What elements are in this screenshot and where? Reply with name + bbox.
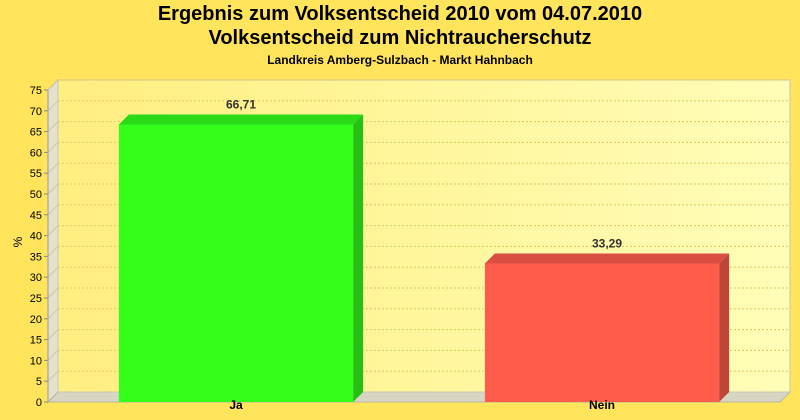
- y-axis-label: %: [11, 236, 25, 247]
- y-tick-label: 60: [30, 147, 42, 159]
- chart-title: Ergebnis zum Volksentscheid 2010 vom 04.…: [157, 3, 643, 25]
- bar-top-Nein: [484, 253, 730, 264]
- bar-value-label: 66,71: [226, 97, 256, 111]
- gridline-side: [47, 329, 59, 340]
- x-tick-label: Ja: [229, 398, 243, 412]
- y-tick-label: 35: [30, 251, 42, 263]
- gridline-side: [47, 350, 59, 361]
- y-tick-label: 75: [30, 85, 42, 97]
- y-tick-label: 45: [30, 210, 42, 222]
- gridline-side: [47, 100, 59, 112]
- gridline-side: [47, 121, 59, 132]
- gridline-side: [47, 246, 59, 257]
- gridline-side: [47, 225, 59, 236]
- y-tick-label: 10: [30, 355, 42, 367]
- y-tick-label: 25: [30, 293, 42, 305]
- bar-value-label: 33,29: [592, 237, 622, 251]
- y-tick-label: 15: [30, 335, 42, 347]
- y-tick-label: 40: [30, 231, 42, 243]
- gridline-side: [47, 142, 59, 153]
- bar-Ja: [118, 124, 354, 403]
- gridline-side: [47, 287, 59, 299]
- y-tick-label: 30: [30, 272, 42, 284]
- gridline-side: [47, 204, 59, 216]
- chart-caption: Landkreis Amberg-Sulzbach - Markt Hahnba…: [267, 53, 533, 67]
- y-tick-label: 70: [30, 106, 42, 118]
- bar-side-Ja: [353, 114, 364, 403]
- bar-Nein: [484, 263, 720, 402]
- y-tick-label: 65: [30, 127, 42, 139]
- y-tick-label: 55: [30, 168, 42, 180]
- y-tick-label: 0: [36, 397, 42, 409]
- y-tick-label: 50: [30, 189, 42, 201]
- y-tick-label: 20: [30, 314, 42, 326]
- y-tick-label: 5: [36, 376, 42, 388]
- gridline-side: [47, 308, 59, 320]
- chart-subtitle: Volksentscheid zum Nichtraucherschutz: [208, 27, 592, 49]
- bar-top-Ja: [118, 114, 364, 125]
- gridline-side: [47, 162, 59, 174]
- gridline-side: [47, 79, 59, 91]
- bar-side-Nein: [719, 253, 730, 402]
- gridline-side: [47, 370, 59, 382]
- gridline-side: [47, 266, 59, 278]
- x-tick-label: Nein: [589, 398, 615, 412]
- plot-left-wall: [47, 78, 59, 404]
- gridline-side: [47, 183, 59, 195]
